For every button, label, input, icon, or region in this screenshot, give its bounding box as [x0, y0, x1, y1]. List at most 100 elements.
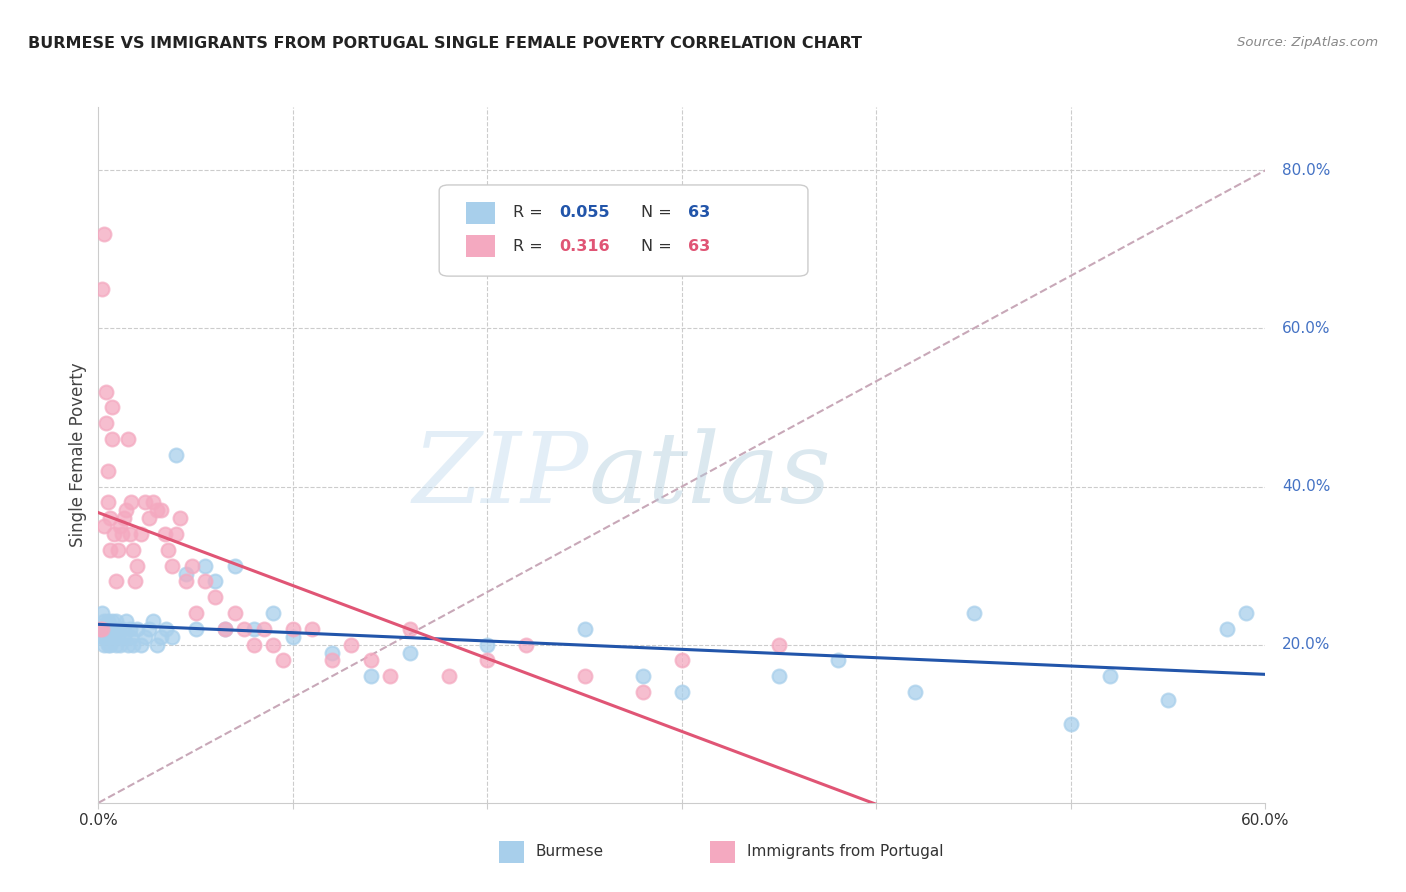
Point — [153, 527, 176, 541]
Point — [398, 622, 420, 636]
Point — [321, 653, 343, 667]
Point — [122, 638, 145, 652]
Point — [477, 653, 499, 667]
Point — [962, 606, 984, 620]
Point — [378, 669, 402, 683]
Text: 63: 63 — [688, 239, 710, 253]
Y-axis label: Single Female Poverty: Single Female Poverty — [69, 363, 87, 547]
Point — [118, 622, 141, 636]
Point — [262, 606, 284, 620]
Bar — [465, 202, 495, 224]
Point — [224, 558, 246, 573]
Point — [146, 638, 169, 652]
Point — [122, 542, 145, 557]
Point — [91, 606, 114, 620]
Point — [360, 653, 382, 667]
Point — [180, 558, 202, 573]
Point — [107, 622, 129, 636]
Point — [271, 653, 294, 667]
Point — [477, 638, 499, 652]
Point — [121, 495, 143, 509]
Point — [93, 638, 115, 652]
Point — [437, 669, 460, 683]
Point — [1234, 606, 1257, 620]
Point — [157, 542, 180, 557]
Text: Source: ZipAtlas.com: Source: ZipAtlas.com — [1237, 36, 1378, 49]
Point — [97, 495, 120, 509]
Point — [117, 638, 139, 652]
Point — [101, 614, 124, 628]
Point — [98, 542, 121, 557]
Point — [96, 384, 118, 399]
Point — [103, 630, 125, 644]
Point — [169, 511, 191, 525]
Point — [1060, 716, 1083, 731]
Text: 40.0%: 40.0% — [1282, 479, 1330, 494]
Point — [149, 630, 172, 644]
Point — [104, 638, 127, 652]
Point — [93, 614, 115, 628]
Point — [768, 638, 790, 652]
Point — [574, 669, 596, 683]
Text: N =: N = — [641, 239, 676, 253]
Point — [97, 464, 120, 478]
Point — [101, 401, 124, 415]
Point — [121, 630, 143, 644]
FancyBboxPatch shape — [439, 185, 808, 277]
Point — [253, 622, 276, 636]
Point — [574, 622, 596, 636]
Text: atlas: atlas — [589, 428, 831, 524]
Point — [162, 630, 184, 644]
Text: ZIP: ZIP — [412, 428, 589, 524]
Point — [194, 558, 217, 573]
Point — [904, 685, 927, 699]
Text: 20.0%: 20.0% — [1282, 637, 1330, 652]
Text: 80.0%: 80.0% — [1282, 163, 1330, 178]
Point — [124, 574, 146, 589]
Point — [214, 622, 236, 636]
Text: 0.316: 0.316 — [560, 239, 610, 253]
Point — [98, 511, 121, 525]
Point — [104, 574, 127, 589]
Point — [91, 282, 114, 296]
Point — [129, 527, 152, 541]
Point — [97, 614, 120, 628]
Point — [138, 511, 160, 525]
Point — [91, 622, 114, 636]
Point — [515, 638, 537, 652]
Point — [204, 591, 226, 605]
Point — [104, 614, 127, 628]
Point — [89, 622, 111, 636]
Point — [112, 630, 135, 644]
Point — [768, 669, 790, 683]
Bar — [465, 235, 495, 257]
Point — [631, 669, 654, 683]
Point — [233, 622, 256, 636]
Point — [214, 622, 236, 636]
Point — [107, 630, 129, 644]
Point — [129, 638, 152, 652]
Point — [301, 622, 323, 636]
Point — [127, 622, 149, 636]
Point — [155, 622, 177, 636]
Point — [281, 630, 304, 644]
Point — [360, 669, 382, 683]
Point — [117, 432, 139, 446]
Point — [827, 653, 849, 667]
Point — [97, 638, 120, 652]
Point — [671, 685, 693, 699]
Point — [165, 527, 187, 541]
Text: R =: R = — [513, 239, 547, 253]
Text: Burmese: Burmese — [536, 845, 603, 859]
Point — [114, 503, 136, 517]
Text: N =: N = — [641, 205, 676, 220]
Point — [243, 638, 266, 652]
Text: 0.055: 0.055 — [560, 205, 610, 220]
Text: Immigrants from Portugal: Immigrants from Portugal — [747, 845, 943, 859]
Point — [321, 646, 343, 660]
Point — [262, 638, 284, 652]
Point — [103, 622, 125, 636]
Point — [1157, 693, 1180, 707]
Point — [118, 527, 141, 541]
Point — [112, 511, 135, 525]
